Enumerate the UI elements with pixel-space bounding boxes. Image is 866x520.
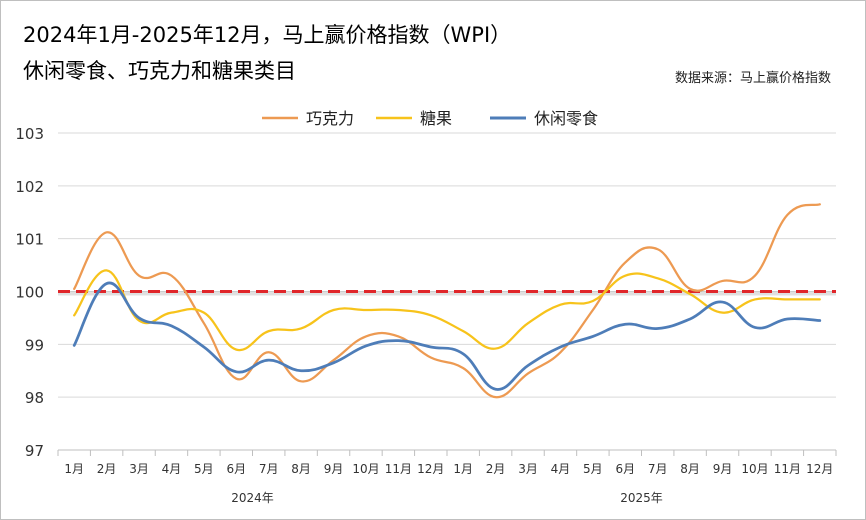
series-line-2 [73, 269, 821, 352]
x-tick-label: 10月 [741, 462, 768, 476]
x-tick-label: 7月 [648, 462, 668, 476]
x-tick-label: 12月 [417, 462, 444, 476]
y-tick-label: 98 [25, 389, 44, 407]
series-lines [72, 203, 822, 399]
legend-label-3: 休闲零食 [534, 109, 598, 128]
legend-label-2: 糖果 [420, 109, 452, 128]
series-line-3 [72, 281, 822, 391]
y-tick-label: 97 [25, 442, 44, 460]
x-tick-label: 4月 [162, 462, 182, 476]
x-tick-label: 11月 [385, 462, 412, 476]
x-year-label: 2024年 [231, 491, 274, 505]
x-tick-label: 12月 [806, 462, 833, 476]
legend: 巧克力 糖果 休闲零食 [262, 109, 598, 128]
y-tick-label: 101 [15, 231, 44, 249]
data-source-note: 数据来源：马上赢价格指数 [674, 71, 831, 86]
y-tick-label: 99 [25, 336, 44, 354]
y-tick-label: 102 [15, 178, 44, 196]
x-tick-label: 7月 [259, 462, 279, 476]
x-tick-label: 5月 [194, 462, 214, 476]
x-tick-label: 6月 [226, 462, 246, 476]
x-tick-label: 1月 [64, 462, 84, 476]
x-year-label: 2025年 [620, 491, 663, 505]
legend-label-1: 巧克力 [306, 109, 354, 128]
x-tick-label: 8月 [680, 462, 700, 476]
x-tick-label: 3月 [129, 462, 149, 476]
x-axis: 1月 2月 3月 4月 5月 6月 7月 8月 9月 10月 11月 12月 1月 2月 3月 4月 5月 6月 7… [57, 449, 837, 505]
y-tick-label: 103 [15, 125, 44, 143]
x-tick-label: 9月 [324, 462, 344, 476]
reference-line-group [58, 290, 836, 296]
x-tick-label: 3月 [518, 462, 538, 476]
x-tick-label: 4月 [551, 462, 571, 476]
chart-title-line2: 休闲零食、巧克力和糖果类目 [23, 59, 296, 83]
series-line-1 [73, 203, 821, 399]
x-tick-label: 8月 [291, 462, 311, 476]
x-tick-label: 6月 [615, 462, 635, 476]
x-tick-label: 2月 [486, 462, 506, 476]
y-axis: 97 98 99 100 101 102 103 [15, 125, 44, 460]
x-tick-label: 10月 [352, 462, 379, 476]
y-tick-label: 100 [15, 284, 44, 302]
x-tick-label: 11月 [774, 462, 801, 476]
x-tick-label: 2月 [97, 462, 117, 476]
chart-title-line1: 2024年1月-2025年12月，马上赢价格指数（WPI） [23, 23, 512, 47]
x-tick-label: 9月 [713, 462, 733, 476]
x-tick-label: 1月 [453, 462, 473, 476]
x-tick-label: 5月 [583, 462, 603, 476]
